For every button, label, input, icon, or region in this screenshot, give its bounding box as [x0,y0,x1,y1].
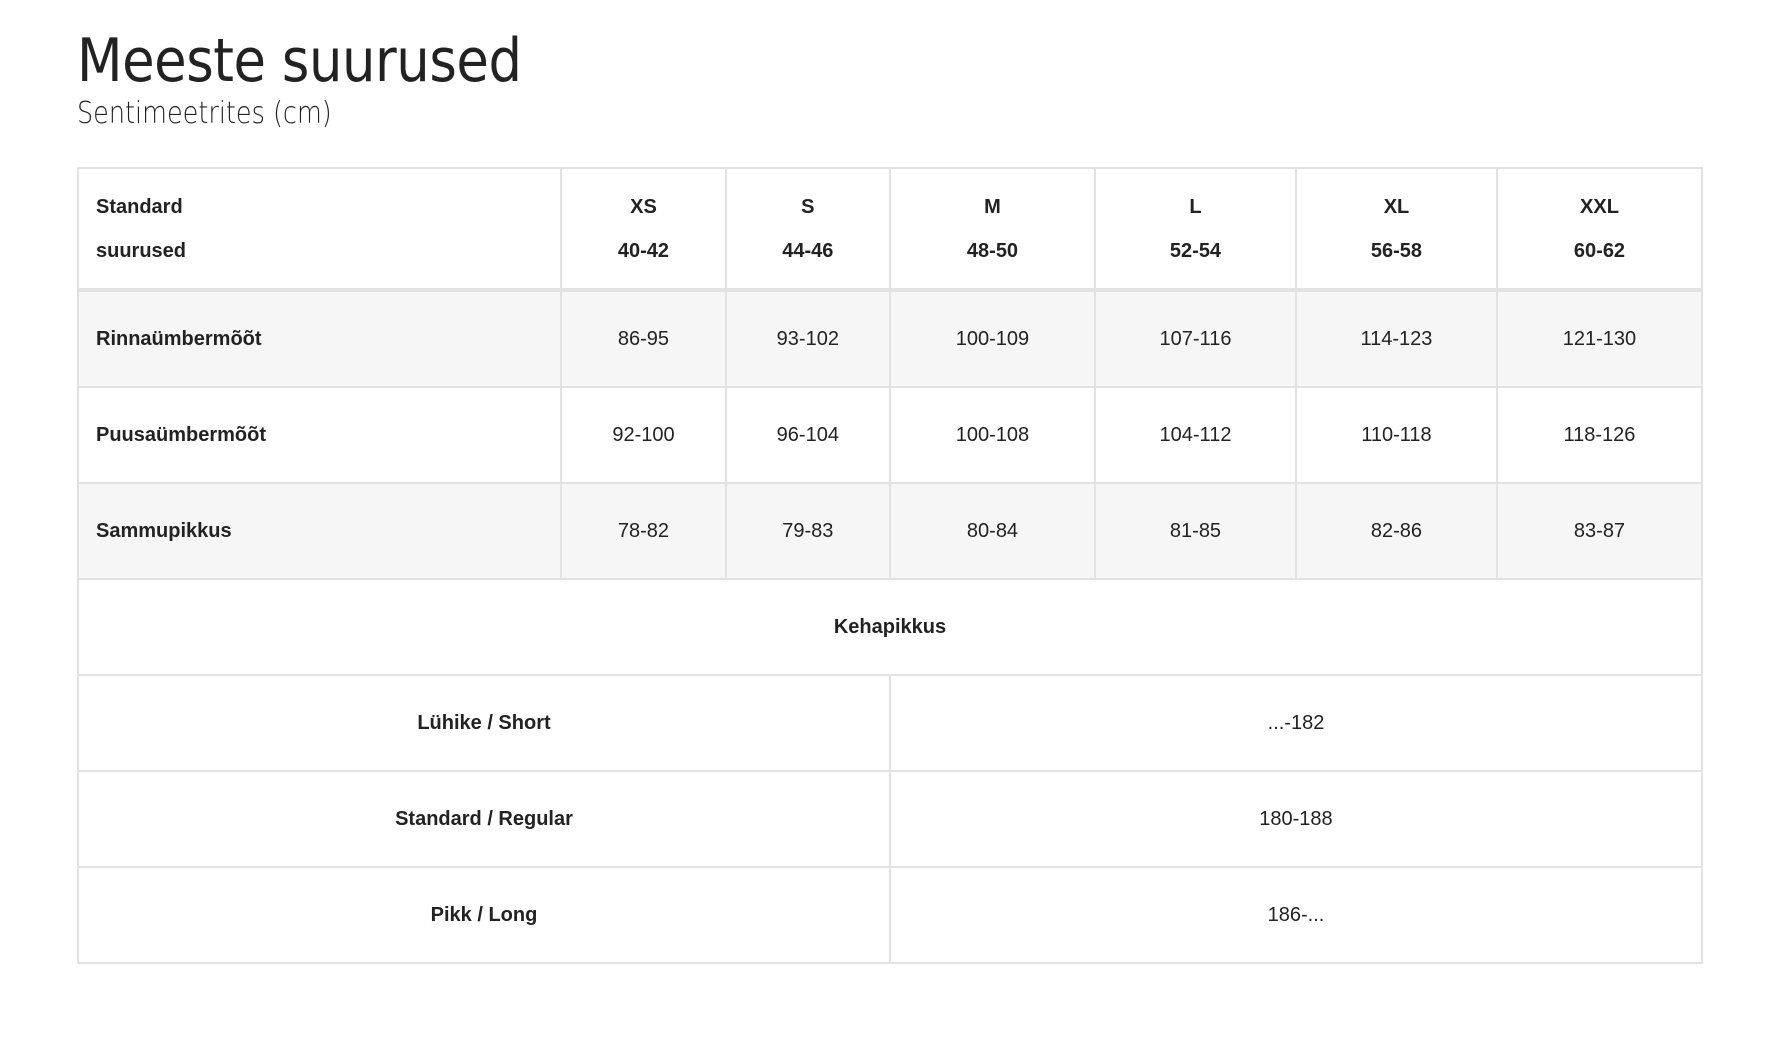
size-range: 44-46 [782,239,834,262]
table-cell: 78-82 [560,482,727,580]
size-header-row: Standard suurused XS 40-42 S 44-46 M 48-50 L… [76,167,1704,292]
height-value: ...-182 [888,674,1704,772]
size-range: 48-50 [966,239,1019,262]
height-value: 186-... [888,866,1704,964]
size-header-xl: XL 56-58 [1294,167,1498,292]
height-row-long: Pikk / Long 186-... [77,866,1704,964]
table-cell: 80-84 [888,482,1097,580]
table-cell: 100-108 [888,386,1097,484]
height-title: Kehapikkus [77,578,1703,676]
height-label: Pikk / Long [77,866,891,964]
size-header-s: S 44-46 [724,167,891,292]
corner-line-2: suurused [96,239,187,262]
row-label: Rinnaümbermõõt [76,289,563,388]
height-label: Lühike / Short [77,674,891,772]
table-cell: 118-126 [1495,386,1704,484]
height-label: Standard / Regular [77,770,891,868]
table-cell: 96-104 [724,386,891,484]
table-cell: 82-86 [1294,482,1498,580]
table-row-hip: Puusaümbermõõt 92-100 96-104 100-108 104… [76,386,1704,484]
size-range: 60-62 [1573,239,1626,262]
size-header-l: L 52-54 [1094,167,1297,292]
table-cell: 110-118 [1294,386,1498,484]
size-range: 40-42 [617,239,670,262]
table-cell: 83-87 [1495,482,1704,580]
page-subtitle: Sentimeetrites (cm) [77,96,332,131]
size-range: 56-58 [1370,239,1423,262]
height-row-regular: Standard / Regular 180-188 [77,770,1704,868]
table-cell: 114-123 [1294,289,1498,388]
table-cell: 100-109 [888,289,1097,388]
table-cell: 121-130 [1495,289,1704,388]
table-cell: 81-85 [1094,482,1297,580]
size-label: S [801,195,815,218]
table-cell: 79-83 [724,482,891,580]
height-title-row: Kehapikkus [77,578,1703,676]
size-label: M [984,195,1001,218]
height-value: 180-188 [888,770,1704,868]
table-row-chest: Rinnaümbermõõt 86-95 93-102 100-109 107-… [76,289,1704,388]
row-label: Sammupikkus [76,482,563,580]
size-label: XS [630,195,657,218]
table-cell: 92-100 [560,386,727,484]
size-header-m: M 48-50 [888,167,1097,292]
table-cell: 86-95 [560,289,727,388]
size-header-xxl: XXL 60-62 [1495,167,1704,292]
table-cell: 104-112 [1094,386,1297,484]
row-label: Puusaümbermõõt [76,386,563,484]
size-range: 52-54 [1169,239,1222,262]
height-row-short: Lühike / Short ...-182 [77,674,1704,772]
table-cell: 93-102 [724,289,891,388]
corner-line-1: Standard [96,195,183,218]
page-title: Meeste suurused [77,26,522,96]
size-label: XXL [1580,195,1619,218]
size-label: L [1189,195,1202,218]
size-header-xs: XS 40-42 [560,167,727,292]
header-corner: Standard suurused [76,167,563,292]
size-label: XL [1383,195,1410,218]
table-row-inseam: Sammupikkus 78-82 79-83 80-84 81-85 82-8… [76,482,1704,580]
table-cell: 107-116 [1094,289,1297,388]
size-table: Standard suurused XS 40-42 S 44-46 M 48-50 L… [76,167,1704,964]
